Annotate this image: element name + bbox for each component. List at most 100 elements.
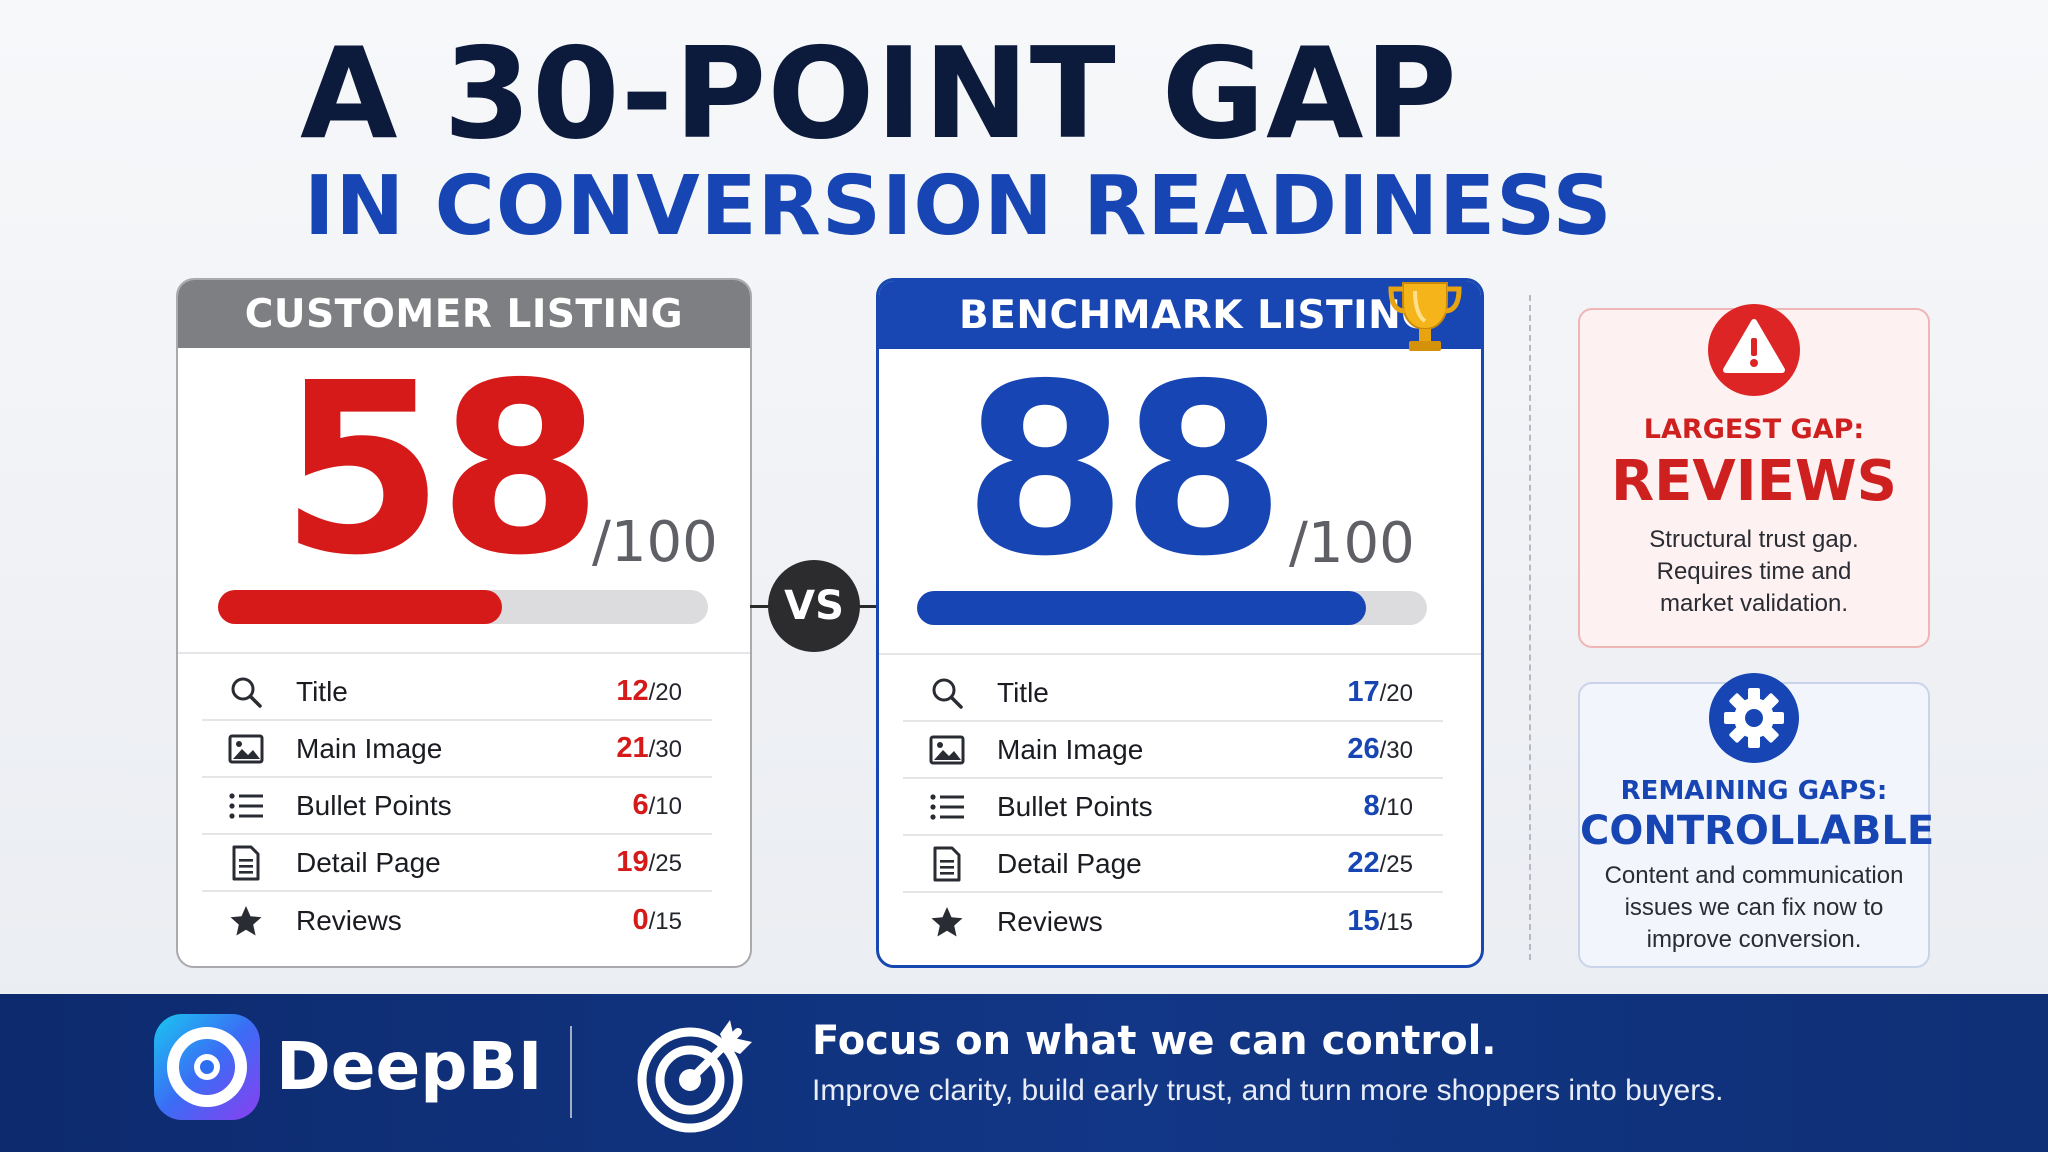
breakdown-score-value: 6 [632, 789, 649, 821]
breakdown-row: Main Image 26/30 [903, 722, 1443, 779]
remaining-gaps-kicker: REMAINING GAPS: [1620, 776, 1888, 806]
image-icon [925, 732, 969, 768]
remaining-gaps-line: Content and communication [1604, 862, 1904, 889]
breakdown-row: Bullet Points 6/10 [202, 778, 712, 835]
customer-score: 58 [280, 332, 602, 607]
breakdown-label: Bullet Points [997, 790, 1153, 822]
remaining-gaps-line: improve conversion. [1646, 926, 1862, 953]
breakdown-score: 8/10 [1363, 790, 1413, 823]
breakdown-score-max: /10 [1379, 794, 1413, 821]
remaining-gaps-description: Content and communication issues we can … [1580, 860, 1928, 956]
list-icon [925, 789, 969, 825]
remaining-gaps-card: REMAINING GAPS: CONTROLLABLE Content and… [1578, 673, 1935, 968]
brand-name: DeepBI [276, 1028, 543, 1105]
breakdown-score-value: 8 [1363, 790, 1380, 822]
largest-gap-line: market validation. [1659, 590, 1849, 617]
largest-gap-kicker: LARGEST GAP: [1643, 414, 1865, 445]
breakdown-score-max: /25 [648, 850, 682, 877]
largest-gap-line: Structural trust gap. [1649, 526, 1859, 553]
breakdown-score-max: /30 [648, 736, 682, 763]
document-icon [925, 846, 969, 882]
breakdown-score: 15/15 [1347, 905, 1413, 938]
benchmark-score: 88 [963, 333, 1285, 608]
benchmark-score-max: /100 [1289, 511, 1415, 576]
breakdown-row: Detail Page 19/25 [202, 835, 712, 892]
breakdown-row: Main Image 21/30 [202, 721, 712, 778]
benchmark-score-area: 88 /100 [879, 349, 1481, 595]
breakdown-label: Detail Page [997, 847, 1142, 879]
dashed-separator [1529, 295, 1531, 960]
breakdown-score-max: /25 [1379, 851, 1413, 878]
benchmark-progress-bar [917, 591, 1427, 625]
customer-score-area: 58 /100 [178, 348, 750, 594]
document-icon [224, 845, 268, 881]
customer-breakdown: Title 12/20 Main Image 21/30 Bullet Points 6/… [202, 664, 712, 949]
list-icon [224, 788, 268, 824]
breakdown-score: 26/30 [1347, 733, 1413, 766]
breakdown-row: Reviews 15/15 [903, 893, 1443, 950]
benchmark-header-label: BENCHMARK LISTING [959, 292, 1434, 338]
breakdown-score-max: /15 [648, 908, 682, 935]
customer-card-header: CUSTOMER LISTING [178, 280, 750, 348]
breakdown-label: Reviews [296, 904, 402, 936]
divider [879, 653, 1481, 655]
footer-divider [570, 1026, 572, 1118]
breakdown-score: 6/10 [632, 789, 682, 822]
breakdown-label: Main Image [997, 733, 1144, 765]
footer-title: Focus on what we can control. [812, 1018, 1497, 1064]
breakdown-label: Bullet Points [296, 789, 452, 821]
breakdown-score: 0/15 [632, 904, 682, 937]
breakdown-row: Reviews 0/15 [202, 892, 712, 949]
star-icon [925, 904, 969, 940]
star-icon [224, 903, 268, 939]
breakdown-label: Detail Page [296, 846, 441, 878]
breakdown-score: 22/25 [1347, 847, 1413, 880]
footer-banner: DeepBI Focus on what we can control. Imp… [0, 994, 2048, 1152]
breakdown-score-value: 0 [632, 904, 649, 936]
benchmark-breakdown: Title 17/20 Main Image 26/30 Bullet Points 8/… [903, 665, 1443, 950]
breakdown-score: 17/20 [1347, 676, 1413, 709]
breakdown-label: Main Image [296, 732, 443, 764]
breakdown-score: 21/30 [616, 732, 682, 765]
deepbi-logo-icon [154, 1014, 260, 1120]
customer-score-max: /100 [592, 510, 718, 575]
remaining-gaps-line: issues we can fix now to [1624, 894, 1884, 921]
customer-progress-bar [218, 590, 708, 624]
headline: A 30-POINT GAP [300, 20, 1458, 167]
breakdown-score-value: 26 [1347, 733, 1380, 765]
breakdown-row: Bullet Points 8/10 [903, 779, 1443, 836]
largest-gap-line: Requires time and [1656, 558, 1852, 585]
breakdown-score-max: /20 [1379, 680, 1413, 707]
breakdown-score-max: /20 [648, 679, 682, 706]
target-icon [637, 1020, 752, 1133]
breakdown-score-value: 22 [1347, 847, 1380, 879]
gear-icon [1709, 673, 1799, 763]
warning-icon [1708, 304, 1800, 396]
customer-listing-card: CUSTOMER LISTING 58 /100 Title 12/20 Main … [176, 278, 752, 968]
breakdown-row: Detail Page 22/25 [903, 836, 1443, 893]
breakdown-score-value: 17 [1347, 676, 1380, 708]
image-icon [224, 731, 268, 767]
search-icon [925, 675, 969, 711]
trophy-icon [1385, 281, 1465, 365]
benchmark-card-header: BENCHMARK LISTING [879, 281, 1481, 351]
breakdown-score-max: /10 [648, 793, 682, 820]
footer-subtitle: Improve clarity, build early trust, and … [812, 1074, 1724, 1107]
benchmark-progress-fill [917, 591, 1366, 625]
vs-badge: VS [768, 560, 860, 652]
breakdown-score: 12/20 [616, 675, 682, 708]
breakdown-score-max: /15 [1379, 909, 1413, 936]
breakdown-row: Title 17/20 [903, 665, 1443, 722]
remaining-gaps-title: CONTROLLABLE [1580, 808, 1935, 854]
subheadline: IN CONVERSION READINESS [304, 159, 1613, 254]
largest-gap-card: LARGEST GAP: REVIEWS Structural trust ga… [1578, 304, 1930, 648]
breakdown-row: Title 12/20 [202, 664, 712, 721]
breakdown-score: 19/25 [616, 846, 682, 879]
breakdown-score-value: 21 [616, 732, 649, 764]
breakdown-score-value: 19 [616, 846, 649, 878]
divider [178, 652, 750, 654]
largest-gap-description: Structural trust gap. Requires time and … [1580, 524, 1928, 620]
breakdown-score-value: 12 [616, 675, 649, 707]
breakdown-label: Reviews [997, 905, 1103, 937]
breakdown-score-value: 15 [1347, 905, 1380, 937]
